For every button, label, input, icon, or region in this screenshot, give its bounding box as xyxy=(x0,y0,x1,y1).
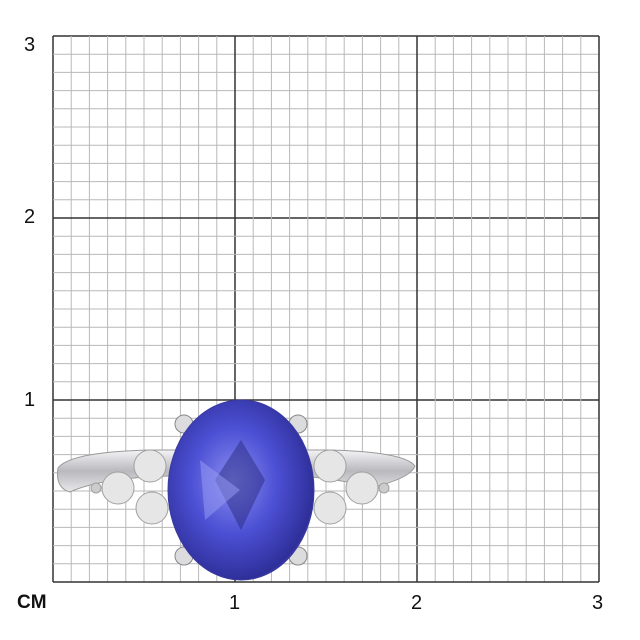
unit-label: CM xyxy=(17,592,47,613)
x-tick-3: 3 xyxy=(592,592,604,614)
y-tick-1: 1 xyxy=(24,389,36,411)
y-tick-3: 3 xyxy=(24,34,36,56)
x-tick-2: 2 xyxy=(411,592,423,614)
x-tick-1: 1 xyxy=(229,592,241,614)
y-tick-2: 2 xyxy=(24,206,36,228)
